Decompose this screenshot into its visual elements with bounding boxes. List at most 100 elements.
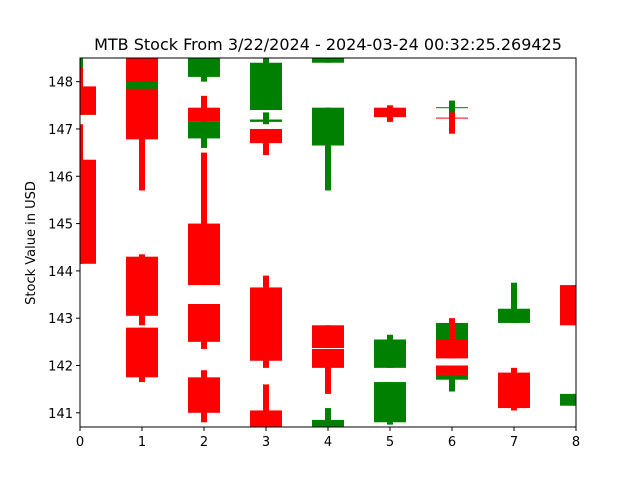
candle: [560, 393, 576, 406]
candle: [188, 95, 220, 122]
candle: [498, 282, 530, 323]
candle-body: [312, 419, 344, 427]
candle-body: [436, 339, 468, 359]
candle: [250, 275, 282, 368]
candle: [374, 382, 406, 425]
candle-wick: [325, 408, 331, 427]
candle: [312, 348, 344, 394]
x-tick-label: 1: [138, 435, 146, 450]
x-tick-label: 3: [262, 435, 270, 450]
candle: [312, 107, 344, 191]
y-tick-label: 145: [48, 218, 73, 233]
y-tick-label: 144: [48, 265, 73, 280]
candle: [436, 318, 468, 359]
candle-body: [250, 62, 282, 111]
candle: [188, 152, 220, 286]
x-tick-label: 8: [572, 435, 580, 450]
y-tick-label: 142: [48, 360, 73, 375]
candle: [250, 58, 282, 111]
candle: [250, 384, 282, 427]
candle-body: [312, 325, 344, 348]
candle: [188, 121, 220, 148]
candle-body: [250, 119, 282, 122]
candle-body: [80, 159, 96, 264]
candle-wick: [449, 112, 455, 134]
y-tick-label: 146: [48, 170, 73, 185]
candle-body: [126, 58, 158, 140]
candle-body: [126, 81, 158, 89]
candle: [312, 325, 344, 348]
candle-body: [188, 223, 220, 286]
candle-body: [126, 256, 158, 316]
candle: [188, 370, 220, 423]
x-tick-label: 2: [200, 435, 208, 450]
candle: [374, 105, 406, 122]
candle: [126, 81, 158, 89]
candle-body: [250, 128, 282, 144]
candle-wick: [511, 282, 517, 323]
candle: [126, 58, 158, 191]
candle-body: [498, 308, 530, 323]
chart-title: MTB Stock From 3/22/2024 - 2024-03-24 00…: [94, 35, 562, 54]
candle-body: [374, 382, 406, 423]
candle: [436, 365, 468, 375]
x-tick-label: 7: [510, 435, 518, 450]
candle-body: [188, 304, 220, 342]
x-tick-label: 0: [76, 435, 84, 450]
candle-body: [126, 327, 158, 378]
candle-body: [312, 58, 344, 63]
candle: [80, 67, 96, 115]
candle-body: [436, 374, 468, 380]
candle-body: [312, 348, 344, 368]
candle-body: [374, 107, 406, 118]
candle-body: [560, 285, 576, 326]
candle: [436, 374, 468, 392]
candle: [312, 408, 344, 427]
y-axis-ticks: 141 142 143 144 145 146 147 148: [48, 76, 80, 422]
x-tick-label: 6: [448, 435, 456, 450]
candle-body: [312, 107, 344, 146]
candle: [312, 58, 344, 63]
x-axis-ticks: 0 1 2 3 4 5 6 7 8: [76, 427, 580, 450]
candle-wick: [263, 384, 269, 427]
candle-body: [188, 377, 220, 413]
candle: [250, 128, 282, 155]
candle-wick: [449, 374, 455, 392]
candle-wick: [325, 107, 331, 191]
candle-body: [498, 372, 530, 409]
candle: [436, 112, 468, 134]
y-tick-label: 148: [48, 76, 73, 91]
x-tick-label: 5: [386, 435, 394, 450]
candle: [374, 334, 406, 368]
candle-body: [188, 58, 220, 77]
x-tick-label: 4: [324, 435, 332, 450]
y-tick-label: 141: [48, 407, 73, 422]
candle-body: [250, 287, 282, 361]
y-axis-label: Stock Value in USD: [24, 181, 39, 305]
candle-wick: [263, 112, 269, 125]
candle-body: [560, 393, 576, 406]
candle-body: [80, 86, 96, 115]
y-tick-label: 143: [48, 312, 73, 327]
candle: [80, 124, 96, 264]
candle: [126, 254, 158, 326]
candle: [250, 112, 282, 125]
candles-group: [80, 58, 576, 427]
candle-body: [188, 121, 220, 139]
candle-body: [436, 117, 468, 119]
y-tick-label: 147: [48, 123, 73, 138]
candle-wick: [201, 152, 207, 286]
candle-wick: [449, 318, 455, 359]
candle-wick: [325, 348, 331, 394]
candle-body: [436, 107, 468, 109]
candle-body: [436, 365, 468, 375]
candle: [560, 285, 576, 326]
plot-frame: [79, 57, 577, 428]
candle: [188, 58, 220, 82]
candle-body: [250, 410, 282, 427]
candle: [188, 304, 220, 349]
candle-body: [188, 107, 220, 122]
candle: [126, 327, 158, 383]
